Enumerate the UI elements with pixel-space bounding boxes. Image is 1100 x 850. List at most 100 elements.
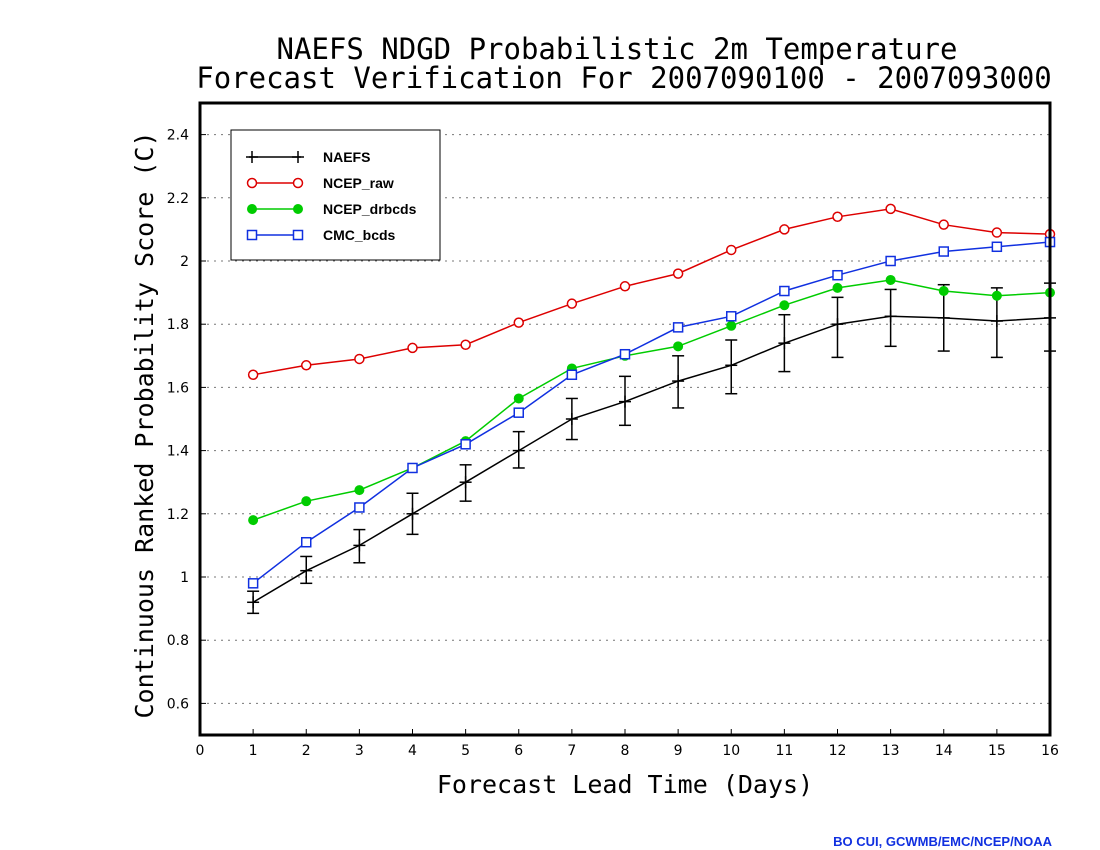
data-point-CMC_bcds <box>726 311 737 322</box>
legend-box <box>230 129 441 261</box>
data-point-NCEP_drbcds <box>885 274 896 285</box>
data-point-CMC_bcds <box>619 348 631 360</box>
legend: NAEFS NCEP_raw NCEP_drbcds CMC_bcds <box>230 129 441 261</box>
legend-label-CMC_bcds: CMC_bcds <box>323 227 396 243</box>
data-point-NAEFS <box>565 413 578 425</box>
x-tick-label: 2 <box>302 743 311 759</box>
data-point-NAEFS <box>512 444 525 457</box>
data-point-CMC_bcds <box>354 502 365 513</box>
data-point-NCEP_raw <box>938 219 949 230</box>
y-tick-label: 0.8 <box>167 633 189 649</box>
data-point-NCEP_raw <box>460 339 471 350</box>
x-tick-label: 6 <box>514 743 523 759</box>
y-tick-label: 2 <box>180 254 189 270</box>
x-tick-label: 0 <box>196 743 205 759</box>
data-point-CMC_bcds <box>991 241 1003 253</box>
y-axis-label: Continuous Ranked Probability Score (C) <box>130 132 159 719</box>
y-tick-label: 0.6 <box>167 696 189 712</box>
y-tick-label: 2.4 <box>167 128 189 144</box>
legend-marker-CMC_bcds <box>292 229 304 241</box>
y-tick-label: 1 <box>180 570 189 586</box>
data-point-NCEP_drbcds <box>832 282 843 293</box>
data-point-NCEP_raw <box>779 224 790 235</box>
y-tick-label: 1.4 <box>167 444 189 460</box>
data-point-NCEP_raw <box>247 369 259 381</box>
data-point-NAEFS <box>353 539 366 552</box>
data-point-NCEP_raw <box>619 281 631 292</box>
x-tick-label: 5 <box>461 743 470 759</box>
data-point-NCEP_drbcds <box>726 320 737 331</box>
x-tick-label: 15 <box>988 743 1006 759</box>
data-point-NAEFS <box>778 337 791 350</box>
legend-marker-NCEP_drbcds <box>293 204 303 214</box>
x-tick-label: 7 <box>567 743 576 759</box>
data-point-CMC_bcds <box>460 439 471 450</box>
credit-text: BO CUI, GCWMB/EMC/NCEP/NOAA <box>833 834 1052 849</box>
legend-marker-NAEFS <box>246 151 258 163</box>
data-point-CMC_bcds <box>407 462 418 474</box>
data-point-CMC_bcds <box>885 255 896 267</box>
data-point-NAEFS <box>884 310 897 323</box>
x-tick-label: 14 <box>935 743 953 759</box>
legend-marker-NCEP_drbcds <box>247 204 257 214</box>
x-tick-label: 9 <box>674 743 683 759</box>
data-point-CMC_bcds <box>938 246 949 257</box>
chart-title-line-1: NAEFS NDGD Probabilistic 2m Temperature <box>277 32 958 66</box>
x-tick-label: 4 <box>408 743 417 759</box>
legend-marker-NCEP_raw <box>292 177 304 189</box>
x-tick-label: 12 <box>829 743 847 759</box>
series-line-NCEP_raw <box>252 208 1051 376</box>
data-point-NCEP_drbcds <box>673 341 684 352</box>
series-line-NCEP_drbcds <box>252 279 1051 521</box>
data-point-NAEFS <box>937 311 950 324</box>
data-point-CMC_bcds <box>301 536 312 548</box>
legend-entries: NAEFS NCEP_raw NCEP_drbcds CMC_bcds <box>246 149 417 243</box>
data-point-CMC_bcds <box>566 369 578 381</box>
x-tick-label: 1 <box>249 743 258 759</box>
legend-marker-NAEFS <box>292 151 304 163</box>
data-point-NCEP_raw <box>354 353 365 365</box>
data-point-CMC_bcds <box>247 578 259 589</box>
legend-label-NCEP_raw: NCEP_raw <box>323 175 394 191</box>
data-point-NCEP_drbcds <box>779 300 790 311</box>
data-point-NCEP_drbcds <box>301 496 312 507</box>
x-tick-label: 13 <box>882 743 900 759</box>
legend-label-NAEFS: NAEFS <box>323 149 370 165</box>
data-point-NCEP_raw <box>566 298 578 309</box>
data-point-NAEFS <box>247 596 260 609</box>
data-point-NCEP_raw <box>672 268 684 279</box>
data-point-NAEFS <box>725 359 738 372</box>
data-point-CMC_bcds <box>513 407 524 418</box>
data-point-CMC_bcds <box>672 322 684 333</box>
data-point-CMC_bcds <box>779 285 790 297</box>
legend-marker-NCEP_raw <box>246 177 258 189</box>
data-point-NCEP_raw <box>407 342 418 354</box>
data-point-NCEP_drbcds <box>513 393 524 404</box>
data-point-NCEP_raw <box>301 360 312 371</box>
data-point-NCEP_drbcds <box>248 515 259 526</box>
data-point-NCEP_drbcds <box>991 290 1002 301</box>
y-tick-label: 1.2 <box>167 507 189 523</box>
y-tick-label: 1.8 <box>167 317 189 333</box>
data-point-NCEP_raw <box>832 211 843 223</box>
data-point-NAEFS <box>459 476 472 489</box>
chart-title-line-2: Forecast Verification For 2007090100 - 2… <box>196 61 1052 95</box>
x-tick-label: 3 <box>355 743 364 759</box>
x-tick-label: 8 <box>621 743 630 759</box>
series-layer <box>247 203 1056 615</box>
data-point-NCEP_raw <box>513 317 524 328</box>
data-point-NCEP_raw <box>726 244 737 256</box>
data-point-NAEFS <box>406 507 419 520</box>
x-axis-label: Forecast Lead Time (Days) <box>437 770 813 799</box>
data-point-NAEFS <box>672 375 685 388</box>
x-tick-label: 11 <box>775 743 793 759</box>
data-point-NAEFS <box>990 315 1003 328</box>
legend-marker-CMC_bcds <box>246 229 258 241</box>
data-point-NAEFS <box>831 318 844 331</box>
data-point-CMC_bcds <box>832 269 843 281</box>
x-tick-label: 10 <box>722 743 740 759</box>
x-tick-label: 16 <box>1041 743 1059 759</box>
series-line-CMC_bcds <box>252 241 1051 584</box>
y-tick-label: 1.6 <box>167 380 189 396</box>
